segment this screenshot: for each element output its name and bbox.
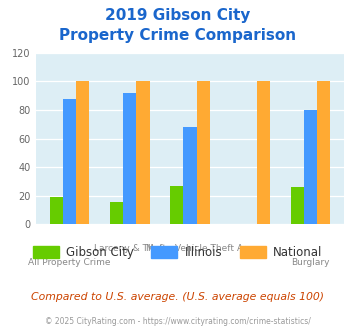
Bar (257, 82, 270, 224)
Bar (76, 82, 89, 224)
Text: Arson: Arson (237, 244, 263, 253)
Bar (110, 202, 123, 224)
Bar (63, 99, 76, 224)
Bar (50, 197, 63, 224)
Text: All Property Crime: All Property Crime (28, 258, 111, 267)
Text: © 2025 CityRating.com - https://www.cityrating.com/crime-statistics/: © 2025 CityRating.com - https://www.city… (45, 317, 310, 326)
Text: 2019 Gibson City: 2019 Gibson City (105, 8, 250, 23)
Text: Motor Vehicle Theft: Motor Vehicle Theft (146, 244, 234, 253)
Text: Property Crime Comparison: Property Crime Comparison (59, 28, 296, 43)
Bar (123, 93, 136, 224)
Bar (183, 127, 197, 224)
Bar (136, 82, 149, 224)
Bar (304, 110, 317, 224)
Text: Burglary: Burglary (291, 258, 330, 267)
Bar (170, 186, 183, 224)
Bar (290, 187, 304, 224)
Text: Compared to U.S. average. (U.S. average equals 100): Compared to U.S. average. (U.S. average … (31, 292, 324, 302)
Bar (197, 82, 210, 224)
Text: Larceny & Theft: Larceny & Theft (94, 244, 166, 253)
Bar (317, 82, 330, 224)
Legend: Gibson City, Illinois, National: Gibson City, Illinois, National (28, 241, 327, 264)
